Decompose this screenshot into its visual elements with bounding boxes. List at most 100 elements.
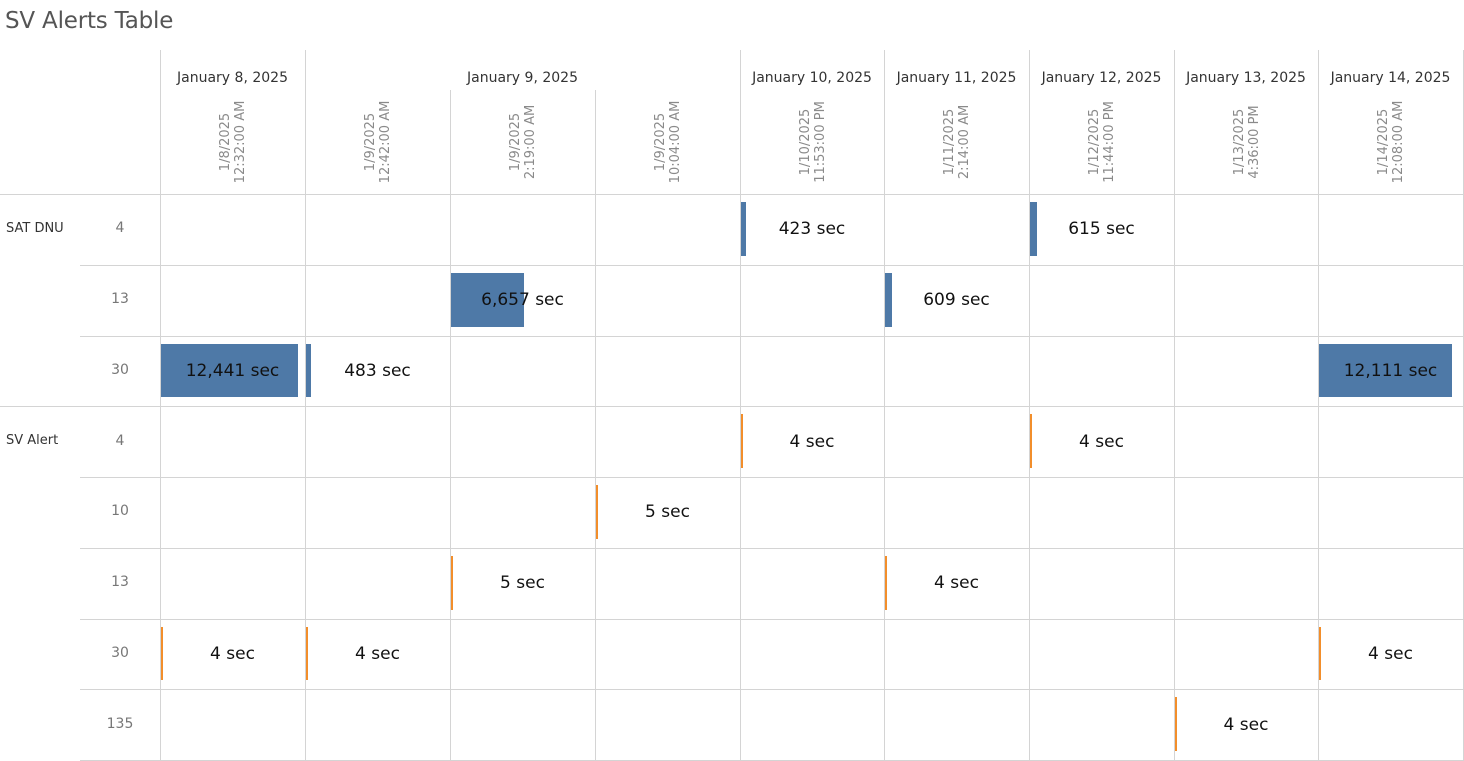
bar: [885, 555, 887, 610]
timestamp-date: 1/11/2025: [941, 108, 957, 176]
data-label: 423 sec: [778, 219, 846, 240]
timestamp-date: 1/14/2025: [1375, 108, 1391, 176]
timestamp-header: 1/9/2025 10:04:00 AM: [595, 94, 740, 190]
date-header: January 14, 2025: [1330, 70, 1451, 86]
data-label: 4 sec: [934, 573, 979, 594]
row-label: 30: [111, 644, 129, 661]
data-label: 4 sec: [1079, 431, 1124, 452]
bar: [161, 626, 163, 681]
data-label: 483 sec: [344, 360, 411, 381]
timestamp-time: 2:19:00 AM: [522, 104, 538, 180]
timestamp-date: 1/13/2025: [1231, 108, 1247, 176]
timestamp-label: 1/9/2025 12:42:00 AM: [363, 101, 393, 184]
timestamp-time: 11:44:00 PM: [1101, 101, 1117, 183]
grid-line-vertical: [160, 50, 161, 761]
data-label: 12,441 sec: [185, 360, 280, 381]
grid-line-horizontal: [80, 548, 1463, 549]
date-header: January 11, 2025: [896, 70, 1017, 86]
row-label: 13: [111, 291, 129, 308]
bar: [885, 272, 892, 327]
data-label: 6,657 sec: [481, 290, 564, 311]
bar: [451, 555, 453, 610]
timestamp-time: 10:04:00 AM: [667, 100, 683, 184]
timestamp-header: 1/9/2025 12:42:00 AM: [305, 94, 450, 190]
timestamp-header: 1/8/2025 12:32:00 AM: [160, 94, 305, 190]
data-label: 4 sec: [355, 643, 400, 664]
data-label: 4 sec: [789, 431, 835, 452]
bar: [741, 202, 746, 256]
date-header: January 8, 2025: [177, 70, 288, 86]
grid-line-horizontal: [80, 477, 1463, 478]
timestamp-label: 1/8/2025 12:32:00 AM: [218, 101, 248, 184]
grid-line-horizontal: [0, 406, 1463, 407]
bar: [1175, 697, 1177, 751]
grid-line-horizontal: [80, 265, 1463, 266]
data-label: 609 sec: [923, 290, 990, 311]
timestamp-time: 12:08:00 AM: [1390, 100, 1406, 184]
timestamp-header: 1/9/2025 2:19:00 AM: [450, 94, 595, 190]
timestamp-time: 2:14:00 AM: [956, 104, 972, 180]
bar: [451, 272, 525, 327]
data-label: 4 sec: [210, 643, 255, 664]
timestamp-date: 1/9/2025: [362, 112, 378, 172]
bar: [306, 343, 312, 398]
grid-line-vertical: [450, 90, 451, 761]
timestamp-date: 1/9/2025: [652, 112, 668, 172]
date-header: January 13, 2025: [1186, 70, 1306, 86]
bar: [1030, 202, 1037, 256]
timestamp-header: 1/10/2025 11:53:00 PM: [740, 94, 885, 190]
timestamp-date: 1/8/2025: [217, 112, 233, 172]
grid-line-vertical: [1029, 50, 1030, 761]
page-title: SV Alerts Table: [5, 8, 174, 34]
data-label: 615 sec: [1068, 219, 1135, 240]
bar: [1319, 343, 1453, 398]
row-label: 135: [106, 715, 134, 732]
timestamp-label: 1/14/2025 12:08:00 AM: [1376, 101, 1406, 184]
timestamp-label: 1/9/2025 2:19:00 AM: [508, 105, 538, 179]
timestamp-date: 1/9/2025: [507, 112, 523, 172]
grid-line-horizontal: [80, 689, 1463, 690]
grid-line-vertical: [305, 50, 306, 761]
date-header: January 12, 2025: [1041, 70, 1162, 86]
date-header: January 9, 2025: [467, 70, 578, 86]
grid-line-vertical: [1318, 50, 1319, 761]
date-header: January 10, 2025: [752, 70, 872, 86]
row-label: 13: [111, 574, 129, 591]
bar: [161, 343, 298, 398]
grid-line-horizontal: [80, 336, 1463, 337]
timestamp-header: 1/12/2025 11:44:00 PM: [1029, 94, 1174, 190]
grid-line-vertical: [595, 90, 596, 761]
row-label: 4: [115, 220, 125, 237]
bar: [596, 485, 598, 539]
grid-line-vertical: [740, 50, 741, 761]
data-label: 4 sec: [1223, 714, 1269, 735]
timestamp-date: 1/12/2025: [1086, 108, 1102, 176]
timestamp-header: 1/11/2025 2:14:00 AM: [884, 94, 1029, 190]
bar: [306, 626, 308, 681]
timestamp-label: 1/11/2025 2:14:00 AM: [942, 105, 972, 179]
data-label: 4 sec: [1368, 643, 1413, 664]
row-label: 4: [115, 432, 125, 449]
row-label: 30: [111, 361, 129, 378]
data-label: 5 sec: [500, 573, 545, 594]
row-label: 10: [111, 503, 129, 520]
timestamp-label: 1/13/2025 4:36:00 PM: [1232, 105, 1262, 178]
grid-line-vertical: [1174, 50, 1175, 761]
grid-line-horizontal: [0, 194, 1463, 195]
timestamp-label: 1/9/2025 10:04:00 AM: [653, 101, 683, 184]
timestamp-label: 1/12/2025 11:44:00 PM: [1087, 101, 1117, 183]
timestamp-time: 12:32:00 AM: [232, 100, 248, 184]
group-label: SAT DNU: [6, 221, 64, 236]
timestamp-time: 12:42:00 AM: [377, 100, 393, 184]
group-label: SV Alert: [6, 433, 59, 449]
timestamp-time: 4:36:00 PM: [1246, 105, 1262, 179]
timestamp-time: 11:53:00 PM: [812, 101, 828, 183]
timestamp-date: 1/10/2025: [797, 108, 813, 176]
timestamp-header: 1/14/2025 12:08:00 AM: [1318, 94, 1463, 190]
data-label: 12,111 sec: [1343, 360, 1438, 381]
grid-line-vertical: [884, 50, 885, 761]
bar: [1319, 626, 1321, 681]
timestamp-label: 1/10/2025 11:53:00 PM: [798, 101, 828, 183]
grid-line-horizontal: [80, 619, 1463, 620]
